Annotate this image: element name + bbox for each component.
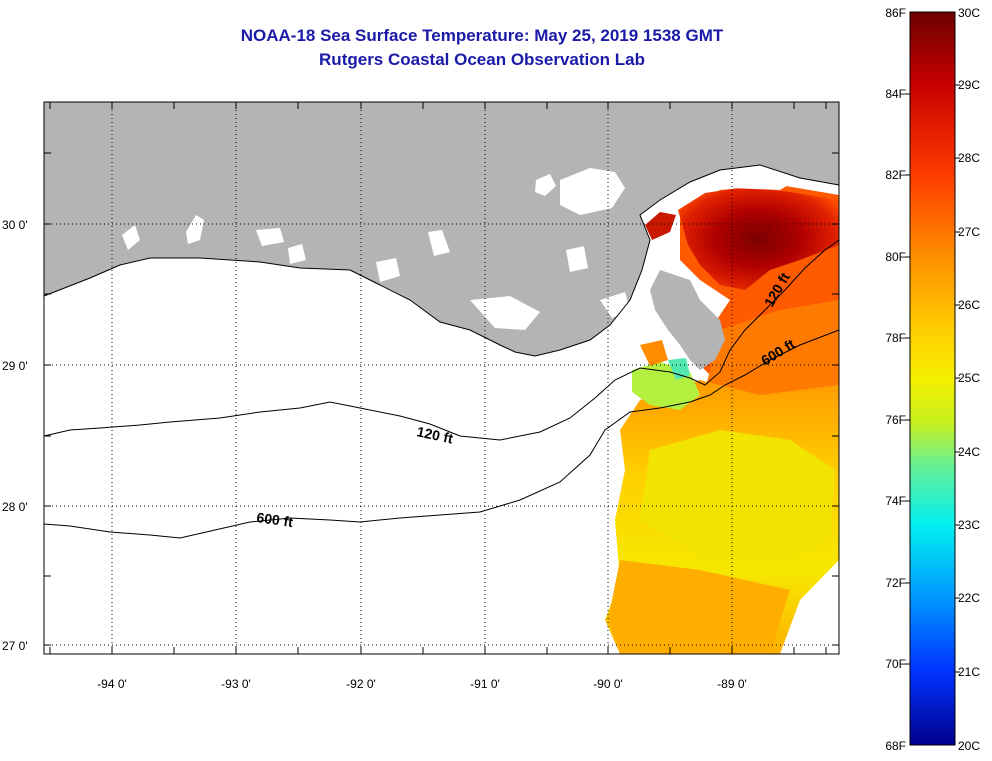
land-mass — [44, 102, 839, 356]
cb-f-72: 72F — [885, 576, 906, 590]
lat-label-27: 27 0' — [2, 639, 28, 653]
cb-f-70: 70F — [885, 657, 906, 671]
lat-label-29: 29 0' — [2, 359, 28, 373]
land-delta — [650, 270, 725, 370]
map-title: NOAA-18 Sea Surface Temperature: May 25,… — [240, 26, 724, 45]
cb-c-24: 24C — [958, 445, 980, 459]
cb-f-86: 86F — [885, 6, 906, 20]
lon-label-93: -93 0' — [221, 677, 251, 691]
cb-c-23: 23C — [958, 518, 980, 532]
colorbar — [909, 11, 956, 746]
map-frame — [43, 101, 840, 655]
cb-c-20: 20C — [958, 739, 980, 753]
lake-small-8 — [566, 246, 588, 272]
lon-label-94: -94 0' — [97, 677, 127, 691]
cb-c-22: 22C — [958, 591, 980, 605]
sst-plume-cool — [668, 358, 690, 380]
lon-label-91: -91 0' — [470, 677, 500, 691]
cb-f-82: 82F — [885, 168, 906, 182]
lake-small-4 — [256, 228, 284, 246]
cb-c-28: 28C — [958, 151, 980, 165]
cb-f-80: 80F — [885, 250, 906, 264]
coastline — [43, 164, 840, 357]
contour-label-600-west: 600 ft — [256, 509, 295, 530]
colorbar-ticks — [905, 84, 960, 673]
lon-label-89: -89 0' — [717, 677, 747, 691]
lake-small-5 — [288, 244, 306, 264]
marsh-islands — [470, 296, 540, 330]
lon-label-90: -90 0' — [593, 677, 623, 691]
sst-hot-patch-west — [645, 212, 676, 240]
cb-c-21: 21C — [958, 665, 980, 679]
lat-label-30: 30 0' — [2, 218, 28, 232]
sst-hot-core — [678, 187, 839, 290]
contour-120ft — [43, 239, 840, 441]
lake-pontchartrain — [560, 168, 625, 215]
tick-marks — [44, 102, 839, 654]
cb-f-74: 74F — [885, 494, 906, 508]
lake-small-7 — [428, 230, 450, 256]
bay-east — [700, 168, 800, 190]
cb-c-27: 27C — [958, 225, 980, 239]
sst-plume-edge — [640, 340, 668, 366]
cb-c-29: 29C — [958, 78, 980, 92]
lake-small-2 — [122, 225, 140, 250]
graticule — [44, 102, 839, 654]
cb-c-30: 30C — [958, 6, 980, 20]
cb-f-68: 68F — [885, 739, 906, 753]
lake-small-3 — [186, 215, 204, 244]
cb-c-26: 26C — [958, 298, 980, 312]
lake-small-6 — [376, 258, 400, 282]
lat-label-28: 28 0' — [2, 500, 28, 514]
lake-small-1 — [535, 174, 556, 196]
sst-orange-east — [705, 300, 839, 410]
contour-label-120-west: 120 ft — [415, 423, 454, 446]
cb-f-84: 84F — [885, 87, 906, 101]
sst-orange-south — [608, 560, 790, 654]
sst-yellow-mid — [640, 430, 835, 560]
cb-f-76: 76F — [885, 413, 906, 427]
lon-label-92: -92 0' — [346, 677, 376, 691]
map-subtitle: Rutgers Coastal Ocean Observation Lab — [319, 50, 645, 69]
cb-f-78: 78F — [885, 331, 906, 345]
cb-c-25: 25C — [958, 371, 980, 385]
